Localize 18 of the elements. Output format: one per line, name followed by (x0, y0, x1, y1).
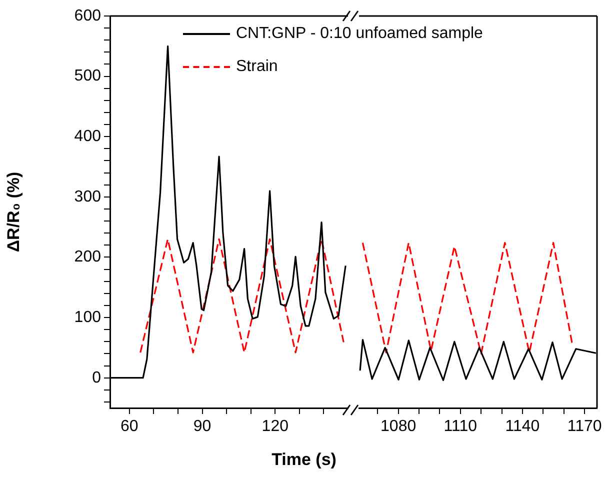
x-tick-label: 1140 (505, 418, 540, 436)
y-tick-label: 600 (74, 7, 102, 24)
legend-label: Strain (236, 58, 278, 76)
y-tick-label: 100 (74, 308, 102, 326)
x-tick-label: 120 (262, 418, 289, 436)
x-tick-label: 90 (193, 418, 212, 436)
y-tick-label: 400 (74, 128, 102, 146)
x-tick-label: 60 (120, 418, 138, 436)
y-tick-label: 0 (92, 369, 102, 386)
y-tick-label: 200 (74, 248, 102, 266)
x-axis-title: Time (s) (270, 450, 338, 470)
x-tick-label: 1080 (380, 418, 416, 436)
y-axis-title: ΔR/R₀ (%) (4, 172, 23, 252)
y-tick-label: 300 (74, 188, 102, 206)
y-tick-label: 500 (74, 68, 102, 85)
legend-label: CNT:GNP - 0:10 unfoamed sample (236, 24, 483, 42)
x-tick-label: 1110 (444, 418, 478, 436)
x-tick-label: 1170 (567, 418, 602, 436)
